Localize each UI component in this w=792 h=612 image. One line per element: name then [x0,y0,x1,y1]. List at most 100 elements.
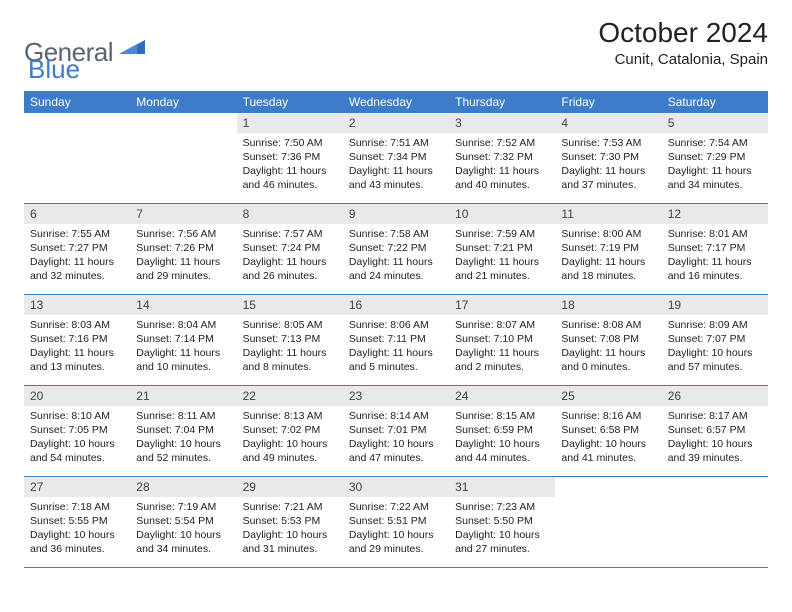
sunset-line: Sunset: 5:50 PM [455,514,549,528]
calendar-day-cell: 8Sunrise: 7:57 AMSunset: 7:24 PMDaylight… [237,203,343,294]
day-details: Sunrise: 7:55 AMSunset: 7:27 PMDaylight:… [24,224,130,288]
day-number: 15 [237,295,343,315]
calendar-day-cell: 18Sunrise: 8:08 AMSunset: 7:08 PMDayligh… [555,294,661,385]
day-number: 7 [130,204,236,224]
calendar-day-cell: 10Sunrise: 7:59 AMSunset: 7:21 PMDayligh… [449,203,555,294]
calendar-week-row: 27Sunrise: 7:18 AMSunset: 5:55 PMDayligh… [24,476,768,567]
day-number: 8 [237,204,343,224]
calendar-day-cell: 5Sunrise: 7:54 AMSunset: 7:29 PMDaylight… [662,113,768,204]
day-details: Sunrise: 8:04 AMSunset: 7:14 PMDaylight:… [130,315,236,379]
sunrise-line: Sunrise: 8:15 AM [455,409,549,423]
daylight-line: Daylight: 10 hours and 49 minutes. [243,437,337,465]
daylight-line: Daylight: 10 hours and 54 minutes. [30,437,124,465]
day-number: 29 [237,477,343,497]
day-number: 22 [237,386,343,406]
sunrise-line: Sunrise: 7:56 AM [136,227,230,241]
day-number: 28 [130,477,236,497]
day-number: 13 [24,295,130,315]
day-number: 19 [662,295,768,315]
sunrise-line: Sunrise: 8:14 AM [349,409,443,423]
sunset-line: Sunset: 7:08 PM [561,332,655,346]
sunset-line: Sunset: 6:59 PM [455,423,549,437]
calendar-day-cell: 2Sunrise: 7:51 AMSunset: 7:34 PMDaylight… [343,113,449,204]
sunset-line: Sunset: 7:22 PM [349,241,443,255]
day-number: 31 [449,477,555,497]
calendar-day-cell: 29Sunrise: 7:21 AMSunset: 5:53 PMDayligh… [237,476,343,567]
day-number: 27 [24,477,130,497]
calendar-week-row: 1Sunrise: 7:50 AMSunset: 7:36 PMDaylight… [24,113,768,204]
sunrise-line: Sunrise: 8:08 AM [561,318,655,332]
daylight-line: Daylight: 11 hours and 24 minutes. [349,255,443,283]
sunrise-line: Sunrise: 7:59 AM [455,227,549,241]
daylight-line: Daylight: 11 hours and 5 minutes. [349,346,443,374]
day-number: 21 [130,386,236,406]
sunset-line: Sunset: 7:17 PM [668,241,762,255]
calendar-table: SundayMondayTuesdayWednesdayThursdayFrid… [24,91,768,568]
calendar-day-cell: 31Sunrise: 7:23 AMSunset: 5:50 PMDayligh… [449,476,555,567]
day-details: Sunrise: 8:00 AMSunset: 7:19 PMDaylight:… [555,224,661,288]
calendar-body: 1Sunrise: 7:50 AMSunset: 7:36 PMDaylight… [24,113,768,568]
calendar-day-cell: 24Sunrise: 8:15 AMSunset: 6:59 PMDayligh… [449,385,555,476]
sunrise-line: Sunrise: 8:05 AM [243,318,337,332]
calendar-day-cell: 3Sunrise: 7:52 AMSunset: 7:32 PMDaylight… [449,113,555,204]
weekday-header: Thursday [449,91,555,113]
sunset-line: Sunset: 7:24 PM [243,241,337,255]
sunrise-line: Sunrise: 8:11 AM [136,409,230,423]
day-details: Sunrise: 7:51 AMSunset: 7:34 PMDaylight:… [343,133,449,197]
daylight-line: Daylight: 10 hours and 34 minutes. [136,528,230,556]
sunset-line: Sunset: 7:05 PM [30,423,124,437]
day-number: 3 [449,113,555,133]
daylight-line: Daylight: 10 hours and 52 minutes. [136,437,230,465]
day-number: 16 [343,295,449,315]
sunrise-line: Sunrise: 7:23 AM [455,500,549,514]
day-number: 6 [24,204,130,224]
month-title: October 2024 [598,18,768,49]
weekday-header: Sunday [24,91,130,113]
calendar-day-cell: 22Sunrise: 8:13 AMSunset: 7:02 PMDayligh… [237,385,343,476]
sunrise-line: Sunrise: 8:04 AM [136,318,230,332]
day-details: Sunrise: 7:57 AMSunset: 7:24 PMDaylight:… [237,224,343,288]
daylight-line: Daylight: 10 hours and 47 minutes. [349,437,443,465]
daylight-line: Daylight: 11 hours and 13 minutes. [30,346,124,374]
sunrise-line: Sunrise: 7:18 AM [30,500,124,514]
sunrise-line: Sunrise: 8:10 AM [30,409,124,423]
sunset-line: Sunset: 7:02 PM [243,423,337,437]
day-details: Sunrise: 8:09 AMSunset: 7:07 PMDaylight:… [662,315,768,379]
sunset-line: Sunset: 5:54 PM [136,514,230,528]
daylight-line: Daylight: 11 hours and 29 minutes. [136,255,230,283]
day-details: Sunrise: 7:21 AMSunset: 5:53 PMDaylight:… [237,497,343,561]
sunset-line: Sunset: 7:29 PM [668,150,762,164]
daylight-line: Daylight: 10 hours and 29 minutes. [349,528,443,556]
day-details: Sunrise: 8:08 AMSunset: 7:08 PMDaylight:… [555,315,661,379]
day-details: Sunrise: 8:05 AMSunset: 7:13 PMDaylight:… [237,315,343,379]
calendar-day-cell: 7Sunrise: 7:56 AMSunset: 7:26 PMDaylight… [130,203,236,294]
sunrise-line: Sunrise: 7:50 AM [243,136,337,150]
day-number: 17 [449,295,555,315]
day-details: Sunrise: 8:06 AMSunset: 7:11 PMDaylight:… [343,315,449,379]
weekday-header-row: SundayMondayTuesdayWednesdayThursdayFrid… [24,91,768,113]
day-details: Sunrise: 8:03 AMSunset: 7:16 PMDaylight:… [24,315,130,379]
calendar-empty-cell [130,113,236,204]
calendar-day-cell: 25Sunrise: 8:16 AMSunset: 6:58 PMDayligh… [555,385,661,476]
weekday-header: Monday [130,91,236,113]
weekday-header: Tuesday [237,91,343,113]
sunset-line: Sunset: 7:14 PM [136,332,230,346]
calendar-day-cell: 11Sunrise: 8:00 AMSunset: 7:19 PMDayligh… [555,203,661,294]
day-details: Sunrise: 8:11 AMSunset: 7:04 PMDaylight:… [130,406,236,470]
sunset-line: Sunset: 7:27 PM [30,241,124,255]
day-number: 1 [237,113,343,133]
day-details: Sunrise: 7:22 AMSunset: 5:51 PMDaylight:… [343,497,449,561]
day-details: Sunrise: 7:19 AMSunset: 5:54 PMDaylight:… [130,497,236,561]
day-details: Sunrise: 7:53 AMSunset: 7:30 PMDaylight:… [555,133,661,197]
daylight-line: Daylight: 11 hours and 2 minutes. [455,346,549,374]
day-details: Sunrise: 7:54 AMSunset: 7:29 PMDaylight:… [662,133,768,197]
sunrise-line: Sunrise: 8:07 AM [455,318,549,332]
sunset-line: Sunset: 7:19 PM [561,241,655,255]
sunset-line: Sunset: 5:51 PM [349,514,443,528]
sunset-line: Sunset: 6:58 PM [561,423,655,437]
daylight-line: Daylight: 11 hours and 0 minutes. [561,346,655,374]
day-number: 18 [555,295,661,315]
calendar-day-cell: 9Sunrise: 7:58 AMSunset: 7:22 PMDaylight… [343,203,449,294]
sunset-line: Sunset: 6:57 PM [668,423,762,437]
day-details: Sunrise: 8:17 AMSunset: 6:57 PMDaylight:… [662,406,768,470]
